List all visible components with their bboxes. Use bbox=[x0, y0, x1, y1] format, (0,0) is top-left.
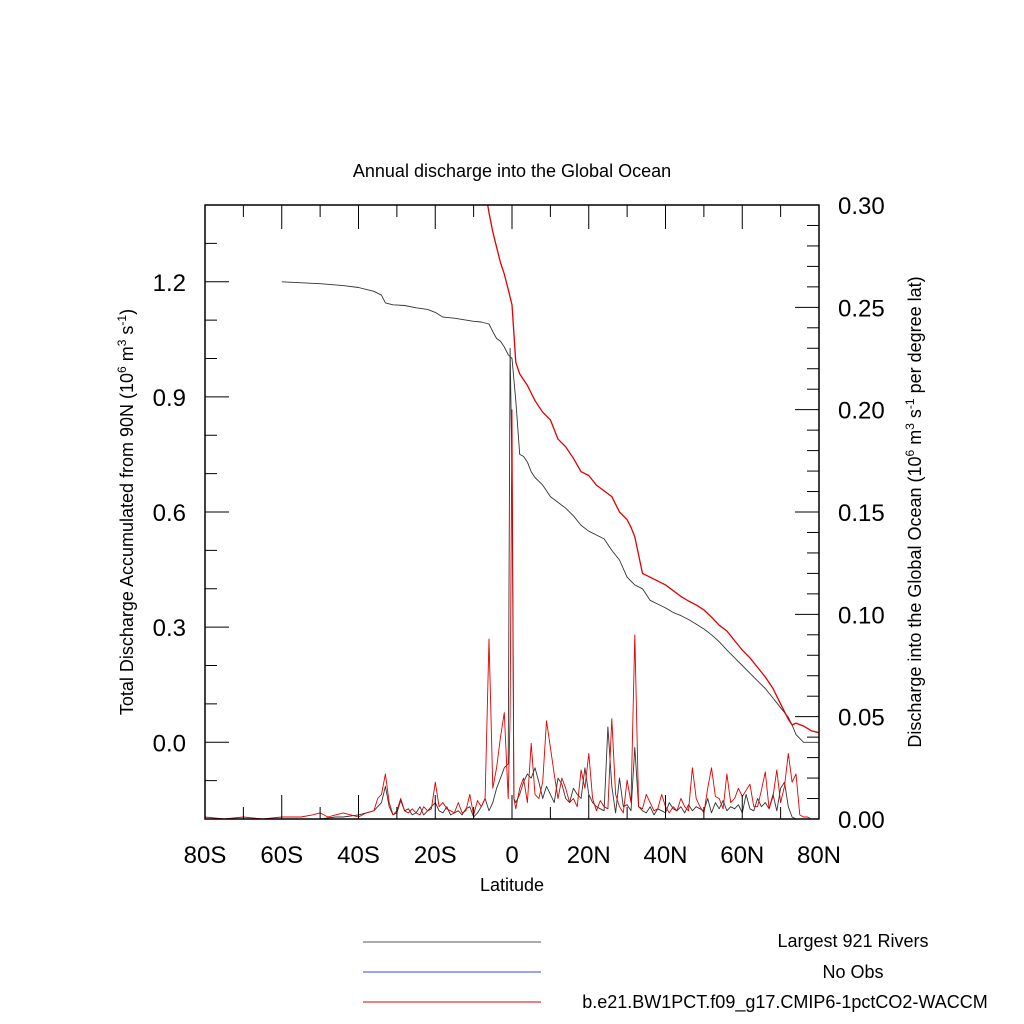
tick-labels-layer: 80S 60S 40S 20S 0 20N 40N 60N 80N 0.0 0.3 0.6 0.9 1.2… bbox=[153, 193, 885, 869]
y-left-tick-label: 0.3 bbox=[153, 615, 186, 642]
y-right-tick-label: 0.20 bbox=[838, 398, 885, 425]
y-left-tick-label: 1.2 bbox=[153, 270, 186, 297]
series-layer bbox=[205, 205, 819, 819]
x-tick-label: 20N bbox=[567, 842, 611, 869]
x-tick-label: 0 bbox=[505, 842, 518, 869]
series-line-left-0 bbox=[281, 281, 819, 743]
y-right-label-mid2: s bbox=[905, 409, 925, 423]
legend-label-model: b.e21.BW1PCT.f09_g17.CMIP6-1pctCO2-WACCM bbox=[582, 992, 987, 1013]
y-left-label-end: ) bbox=[117, 309, 137, 315]
y-left-label-mid2: s bbox=[117, 326, 137, 340]
y-right-tick-label: 0.10 bbox=[838, 602, 885, 629]
y-left-tick-label: 0.6 bbox=[153, 500, 186, 527]
y-right-tick-label: 0.05 bbox=[838, 705, 885, 732]
ticks-layer bbox=[204, 204, 820, 820]
y-right-label-sup1: 6 bbox=[903, 449, 917, 456]
y-left-label-sup2: 3 bbox=[115, 339, 129, 346]
x-tick-label: 80N bbox=[797, 842, 841, 869]
y-left-tick-label: 0.0 bbox=[153, 730, 186, 757]
y-axis-left-label: Total Discharge Accumulated from 90N (10… bbox=[115, 309, 137, 715]
series-line-right-4 bbox=[205, 409, 819, 819]
x-axis-label: Latitude bbox=[480, 875, 544, 895]
y-right-tick-label: 0.15 bbox=[838, 500, 885, 527]
y-right-label-sup2: 3 bbox=[903, 423, 917, 430]
chart-title: Annual discharge into the Global Ocean bbox=[353, 161, 671, 181]
y-left-label-main: Total Discharge Accumulated from 90N (10 bbox=[117, 373, 137, 715]
x-tick-label: 40S bbox=[337, 842, 380, 869]
legend: Largest 921 Rivers No Obs b.e21.BW1PCT.f… bbox=[363, 931, 988, 1013]
y-right-tick-label: 0.30 bbox=[838, 193, 885, 220]
y-right-label-main: Discharge into the Global Ocean (10 bbox=[905, 456, 925, 747]
y-right-label-sup3: -1 bbox=[903, 398, 917, 409]
x-tick-label: 80S bbox=[184, 842, 227, 869]
y-left-label-sup1: 6 bbox=[115, 366, 129, 373]
y-right-tick-label: 0.00 bbox=[838, 807, 885, 834]
x-tick-label: 40N bbox=[643, 842, 687, 869]
y-left-label-sup3: -1 bbox=[115, 315, 129, 326]
y-axis-right-label: Discharge into the Global Ocean (106 m3 … bbox=[903, 276, 925, 747]
series-line-right-3 bbox=[205, 347, 819, 819]
x-tick-label: 60S bbox=[260, 842, 303, 869]
y-left-label-mid: m bbox=[117, 346, 137, 366]
legend-label-rivers: Largest 921 Rivers bbox=[777, 931, 928, 951]
x-tick-label: 20S bbox=[414, 842, 457, 869]
y-right-label-end: per degree lat) bbox=[905, 276, 925, 398]
y-right-tick-label: 0.25 bbox=[838, 295, 885, 322]
legend-label-noobs: No Obs bbox=[822, 962, 883, 982]
y-left-tick-label: 0.9 bbox=[153, 385, 186, 412]
x-tick-label: 60N bbox=[720, 842, 764, 869]
y-right-label-mid: m bbox=[905, 430, 925, 450]
series-line-left-2 bbox=[487, 205, 819, 734]
